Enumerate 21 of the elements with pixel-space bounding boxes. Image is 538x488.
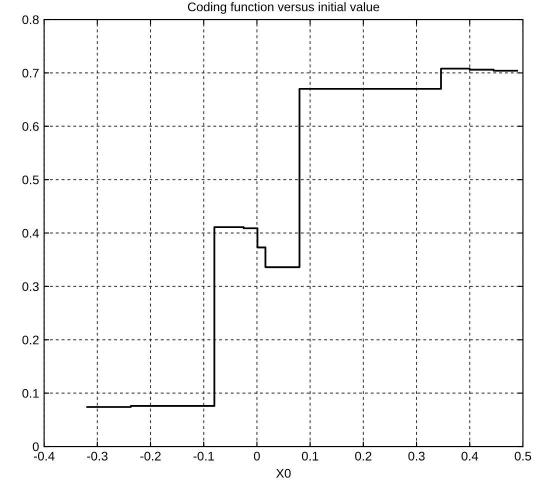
y-tick-label: 0.5 [22,175,39,184]
x-tick-label: 0.5 [514,452,532,461]
y-tick-label: 0.3 [22,282,39,292]
y-tick-label: 0.6 [22,122,39,131]
x-tick-label: -0.4 [34,452,55,461]
y-tick-label: 0.8 [22,15,39,24]
y-tick-label: 0 [32,442,39,452]
y-tick-label: 0.7 [22,68,39,78]
chart-title: Coding function versus initial value [188,2,380,14]
y-tick-label: 0.2 [22,336,39,344]
x-tick-label: -0.3 [87,452,108,461]
x-tick-label: 0.3 [408,452,425,461]
x-tick-label: 0.1 [302,452,318,461]
x-tick-label: 0.4 [462,452,478,461]
x-tick-label: -0.2 [140,452,161,461]
x-tick-label: 0.2 [355,452,372,461]
y-tick-label: 0.1 [22,388,39,398]
x-tick-label: -0.1 [194,452,214,461]
x-axis-title: X0 [276,468,291,478]
x-tick-label: 0 [254,452,260,461]
y-tick-label: 0.4 [22,228,39,238]
